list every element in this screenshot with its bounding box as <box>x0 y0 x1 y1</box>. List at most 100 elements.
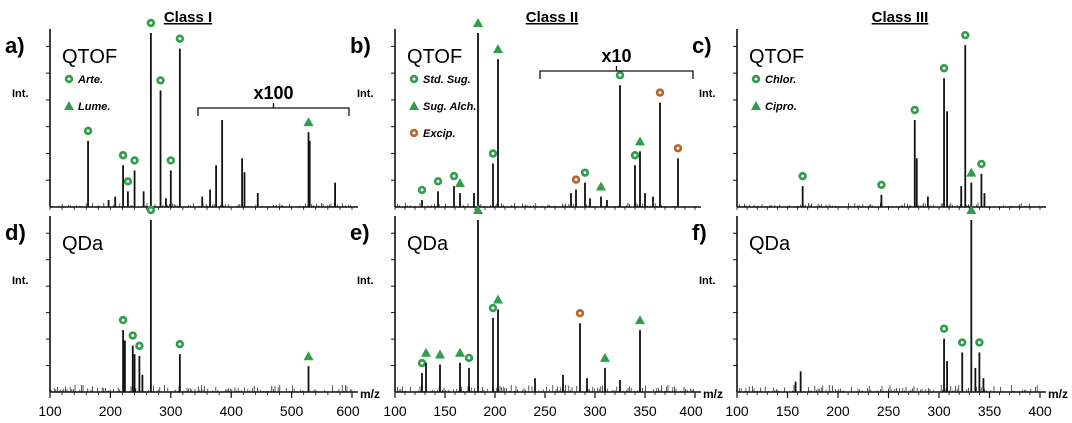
peak-marker-circle-center <box>86 129 90 133</box>
x-tick-label: 100 <box>383 403 407 419</box>
legend-marker <box>409 101 419 110</box>
peak-marker-circle-center <box>467 356 471 360</box>
instrument-label: QTOF <box>62 46 117 68</box>
x-tick-label: 150 <box>433 403 457 419</box>
legend-text: Cipro. <box>765 101 797 113</box>
x-tick-label: 500 <box>280 403 304 419</box>
instrument-label: QDa <box>62 233 104 255</box>
instrument-label: QTOF <box>749 46 804 68</box>
panel-label: a) <box>5 33 25 58</box>
x-tick-label: 100 <box>38 403 62 419</box>
x-tick-label: 100 <box>725 403 749 419</box>
peak-marker-circle-center <box>137 344 141 348</box>
panel-a: a) QTOF Int. Arte. Lume. x100 <box>5 18 358 210</box>
peak-marker-circle-center <box>149 21 153 25</box>
peak-marker-circle-center <box>121 153 125 157</box>
class-header-1: Class I <box>164 9 212 26</box>
peak-marker-circle-center <box>178 37 182 41</box>
peak-marker-triangle <box>493 294 503 304</box>
x-tick-label: 400 <box>220 403 244 419</box>
instrument-label: QDa <box>407 233 449 255</box>
mz-axis-label: m/z <box>1048 387 1068 401</box>
peak-marker-circle-center <box>436 179 440 183</box>
peak-marker-circle-center <box>879 183 883 187</box>
magnification-label: x100 <box>253 83 293 103</box>
peak-marker-circle-center <box>169 158 173 162</box>
legend-text: Lume. <box>78 101 110 113</box>
peak-marker-triangle <box>966 167 977 177</box>
peak-marker-triangle <box>600 352 610 362</box>
x-tick-label: 200 <box>483 403 507 419</box>
x-tick-label: 150 <box>776 403 800 419</box>
legend-text: Std. Sug. <box>423 74 471 86</box>
class-header-2: Class II <box>526 9 579 26</box>
legend-text: Sug. Alch. <box>423 101 476 113</box>
int-axis-label: Int. <box>699 88 716 100</box>
peak-marker-circle-center <box>913 108 917 112</box>
x-tick-label: 200 <box>826 403 850 419</box>
x-tick-label: 350 <box>633 403 657 419</box>
peak-marker-triangle <box>473 18 483 27</box>
panel-b: b) QTOF Int. Std. Sug. Sug. Alch. Excip. x10 <box>350 18 701 210</box>
peak-marker-circle-center <box>159 78 163 82</box>
mz-axis-label: m/z <box>703 387 723 401</box>
peak-marker-circle-center <box>658 91 662 95</box>
int-axis-label: Int. <box>12 275 29 287</box>
legend-marker-center <box>67 77 71 81</box>
peak-marker-circle-center <box>578 311 582 315</box>
peak-marker-circle-center <box>633 153 637 157</box>
peak-marker-triangle <box>966 205 977 214</box>
peak-marker-triangle <box>455 178 465 188</box>
peak-marker-triangle <box>635 136 645 146</box>
peak-marker-circle-center <box>126 179 130 183</box>
legend-text: Chlor. <box>765 74 796 86</box>
panel-label: e) <box>350 220 370 245</box>
magnification-bracket <box>197 107 350 116</box>
peak-marker-triangle <box>596 181 606 191</box>
peak-marker-circle-center <box>491 306 495 310</box>
int-axis-label: Int. <box>357 275 374 287</box>
legend-marker-center <box>412 131 416 135</box>
mz-axis-label: m/z <box>360 387 380 401</box>
x-tick-label: 250 <box>877 403 901 419</box>
peak-marker-circle-center <box>491 152 495 155</box>
panel-label: c) <box>692 33 712 58</box>
legend-marker-center <box>412 77 416 81</box>
legend-marker <box>751 101 761 110</box>
peak-marker-circle-center <box>676 146 680 150</box>
noise-baseline <box>737 202 1040 207</box>
x-tick-label: 600 <box>336 403 360 419</box>
peak-marker-circle-center <box>121 318 125 322</box>
legend-marker-center <box>754 77 758 81</box>
x-tick-label: 250 <box>533 403 557 419</box>
noise-baseline <box>737 384 1040 392</box>
panel-c: c) QTOF Int. Chlor. Cipro. <box>692 29 1046 210</box>
peak-marker-triangle <box>421 347 431 357</box>
int-axis-label: Int. <box>699 275 716 287</box>
legend-text: Excip. <box>423 128 455 140</box>
peak-marker-circle-center <box>133 158 137 162</box>
x-tick-label: 300 <box>583 403 607 419</box>
peak-marker-circle-center <box>942 66 946 70</box>
peak-marker-triangle <box>435 349 445 359</box>
magnification-label: x10 <box>601 46 631 66</box>
peak-marker-circle-center <box>583 171 587 175</box>
peak-marker-circle-center <box>178 342 182 346</box>
peak-marker-circle-center <box>420 188 424 192</box>
peak-marker-triangle <box>455 347 465 357</box>
panel-label: d) <box>5 220 26 245</box>
peak-marker-circle-center <box>149 208 153 212</box>
noise-baseline <box>50 384 353 392</box>
panel-f: f) QDa Int. 100 150 200 250 300 350 400 m/z <box>692 205 1068 419</box>
instrument-label: QTOF <box>407 46 462 68</box>
x-tick-label: 200 <box>99 403 123 419</box>
x-tick-label: 400 <box>679 403 703 419</box>
x-tick-label: 400 <box>1028 403 1052 419</box>
int-axis-label: Int. <box>12 88 29 100</box>
peak-marker-circle-center <box>942 327 946 331</box>
x-tick-label: 350 <box>978 403 1002 419</box>
peak-marker-circle-center <box>963 33 967 37</box>
